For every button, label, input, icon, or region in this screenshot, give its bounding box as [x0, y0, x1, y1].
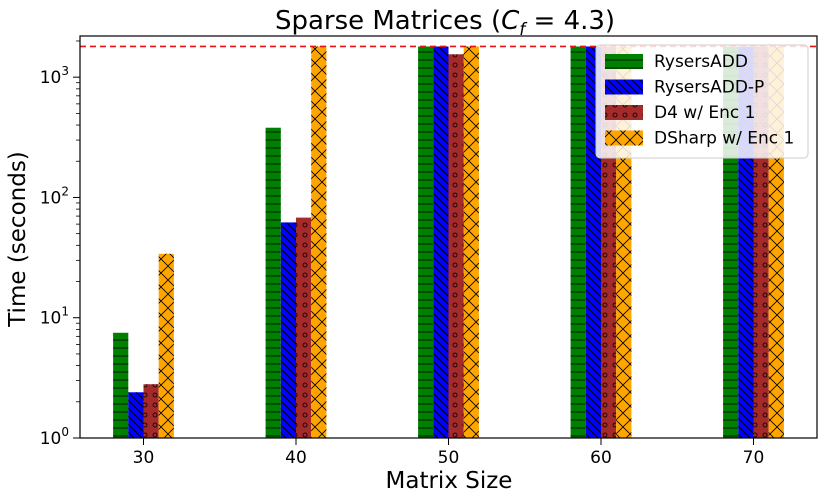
- bar-hatch-dsharp-w-enc-1-30: [158, 253, 174, 438]
- legend: RysersADD RysersADD-P D4 w/ Enc 1 DSharp w/…: [595, 44, 809, 159]
- bar-hatch-rysersadd-p-40: [280, 222, 296, 438]
- bar-hatch-rysersadd-50: [418, 46, 434, 439]
- x-tick-label: 70: [743, 448, 765, 468]
- bar-hatch-rysersadd-30: [113, 332, 129, 438]
- bar-hatch-d4-w-enc-1-30: [143, 384, 159, 438]
- bar-hatch-rysersadd-p-30: [128, 392, 144, 438]
- legend-label-rysersadd-p: RysersADD-P: [654, 78, 764, 98]
- bar-hatch-rysersadd-40: [265, 127, 281, 439]
- bar-hatch-rysersadd-60: [570, 46, 586, 439]
- bar-hatch-dsharp-w-enc-1-50: [463, 46, 479, 439]
- legend-swatch-hatch: [605, 79, 643, 95]
- y-axis-label: Time (seconds): [5, 151, 31, 328]
- legend-label-d4-w-enc-1: D4 w/ Enc 1: [654, 103, 755, 123]
- bar-hatch-rysersadd-p-50: [433, 46, 449, 439]
- bar-hatch-dsharp-w-enc-1-40: [311, 46, 327, 439]
- legend-swatch-hatch: [605, 105, 643, 120]
- x-tick-label: 30: [133, 448, 155, 468]
- legend-label-rysersadd: RysersADD: [654, 52, 748, 72]
- x-tick-label: 50: [438, 448, 460, 468]
- y-tick-label: 103: [40, 64, 69, 88]
- legend-label-dsharp-w-enc-1: DSharp w/ Enc 1: [654, 129, 794, 149]
- y-tick-label: 100: [40, 425, 69, 449]
- legend-swatch-hatch: [605, 130, 643, 146]
- legend-swatch-hatch: [605, 54, 643, 69]
- y-tick-label: 101: [40, 305, 69, 329]
- bar-hatch-d4-w-enc-1-40: [296, 217, 312, 438]
- x-axis-label: Matrix Size: [386, 468, 513, 494]
- bar-hatch-d4-w-enc-1-50: [448, 54, 464, 438]
- y-axis-ticks: 100 101 102 103: [40, 40, 80, 449]
- legend-box: [595, 44, 809, 159]
- y-tick-label: 102: [40, 184, 69, 208]
- x-tick-label: 40: [285, 448, 307, 468]
- chart-title: Sparse Matrices (Cf = 4.3): [275, 6, 615, 40]
- x-tick-label: 60: [590, 448, 612, 468]
- x-axis-ticks: 30 40 50 60 70: [133, 438, 765, 468]
